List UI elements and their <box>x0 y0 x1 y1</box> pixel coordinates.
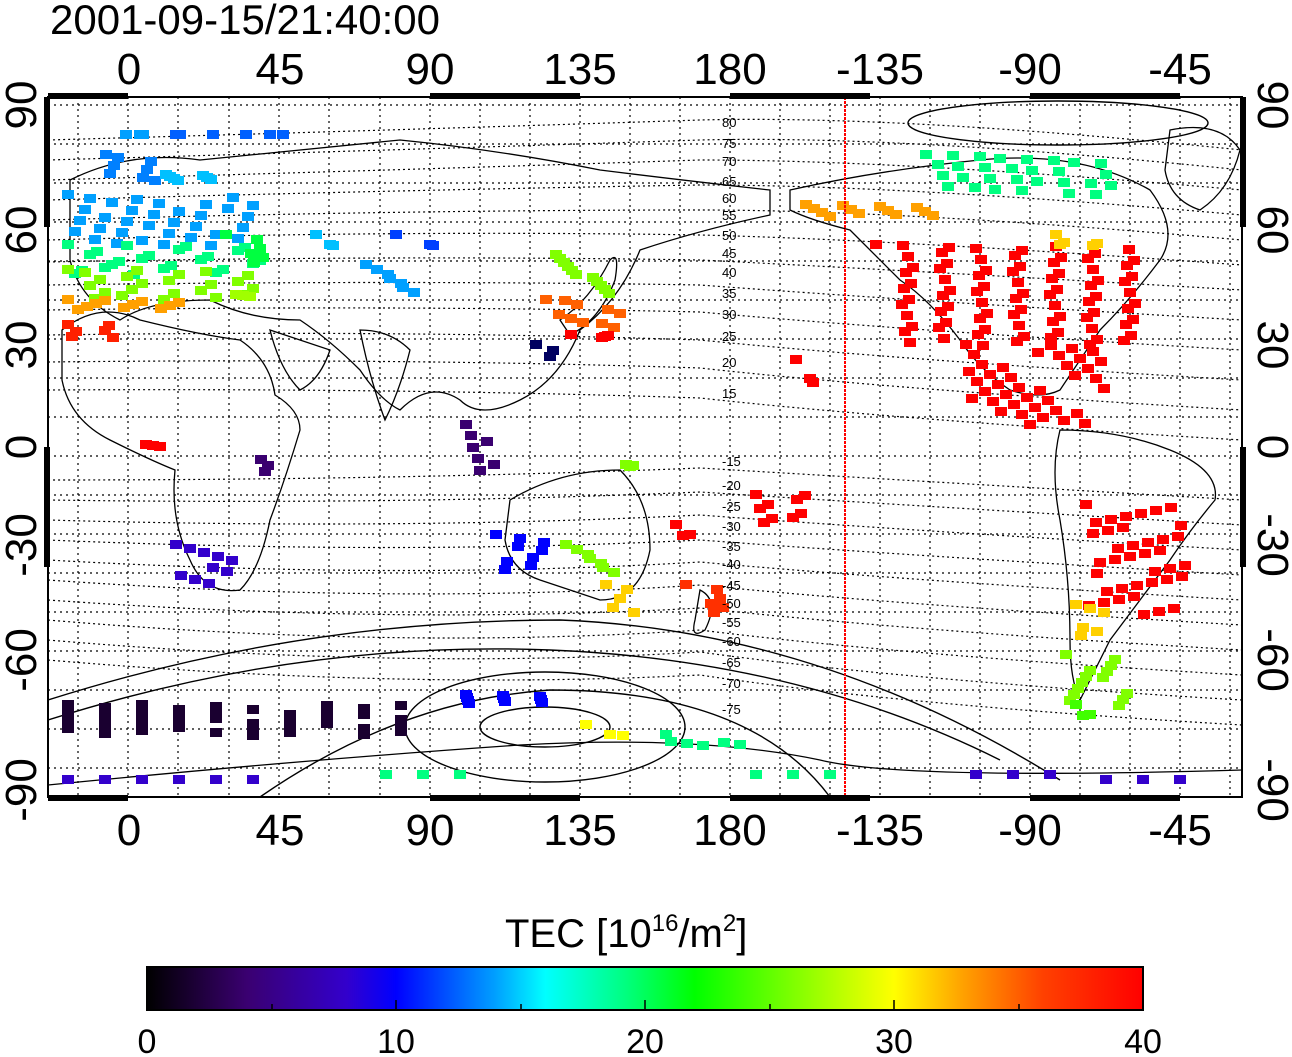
contour-label: 80 <box>722 115 736 130</box>
contour-labels: 80 75 70 65 60 55 50 45 40 35 30 25 20 15 -15 -20 -25 -30… <box>722 115 741 717</box>
contour-label: 55 <box>722 208 736 223</box>
left-lat-label: -30 <box>0 513 46 577</box>
colorbar-title: TEC [1016/m2] <box>505 910 747 956</box>
bottom-lon-label: 135 <box>543 806 616 855</box>
contour-label: 25 <box>722 329 736 344</box>
right-lat-label: 90 <box>1248 81 1292 130</box>
right-lat-label: -30 <box>1248 513 1292 577</box>
right-lat-label: -90 <box>1248 758 1292 822</box>
top-lon-label: 90 <box>406 45 455 94</box>
contour-label: 65 <box>722 174 736 189</box>
left-lat-label: 90 <box>0 81 46 130</box>
contour-label: -15 <box>722 454 741 469</box>
contour-label: 75 <box>722 136 736 151</box>
polar-contours <box>48 100 1209 797</box>
bottom-lon-label: -135 <box>836 806 924 855</box>
bottom-lon-label: 0 <box>117 806 141 855</box>
top-lon-label: 0 <box>117 45 141 94</box>
contour-label: 45 <box>722 246 736 261</box>
colorbar-tick-label: 30 <box>875 1023 913 1057</box>
contour-label: -55 <box>722 615 741 630</box>
contour-label: -45 <box>722 578 741 593</box>
tec-data-points <box>62 130 1191 784</box>
bottom-lon-label: 45 <box>256 806 305 855</box>
contour-label: -50 <box>722 596 741 611</box>
colorbar-tick-label: 40 <box>1124 1023 1162 1057</box>
right-lat-label: -60 <box>1248 628 1292 692</box>
colorbar-tick-label: 20 <box>626 1023 664 1057</box>
bottom-lon-label: -90 <box>998 806 1062 855</box>
top-lon-label: -45 <box>1148 45 1212 94</box>
bottom-lon-label: 180 <box>693 806 766 855</box>
top-lon-label: -90 <box>998 45 1062 94</box>
contour-label: 20 <box>722 355 736 370</box>
colorbar-tick-label: 0 <box>138 1023 157 1057</box>
map-title: 2001-09-15/21:40:00 <box>50 0 440 43</box>
contour-label: -25 <box>722 499 741 514</box>
contour-label: 30 <box>722 307 736 322</box>
contour-label: -60 <box>722 634 741 649</box>
bottom-longitude-labels: 0 45 90 135 180 -135 -90 -45 <box>117 806 1212 855</box>
colorbar-tick-label: 10 <box>377 1023 415 1057</box>
left-latitude-labels: 90 60 30 0 -30 -60 -90 <box>0 81 46 822</box>
top-lon-label: 135 <box>543 45 616 94</box>
right-latitude-labels: 90 60 30 0 -30 -60 -90 <box>1248 81 1292 822</box>
bottom-lon-label: 90 <box>406 806 455 855</box>
colorbar-tick-labels: 0 10 20 30 40 <box>138 1023 1162 1057</box>
contour-label: -40 <box>722 557 741 572</box>
contour-label: 40 <box>722 265 736 280</box>
left-lat-label: -60 <box>0 628 46 692</box>
contour-label: -75 <box>722 702 741 717</box>
contour-label: -30 <box>722 519 741 534</box>
top-longitude-labels: 0 45 90 135 180 -135 -90 -45 <box>117 45 1212 94</box>
left-lat-label: 0 <box>0 435 46 459</box>
left-lat-label: -90 <box>0 758 46 822</box>
right-lat-label: 60 <box>1248 206 1292 255</box>
bottom-lon-label: -45 <box>1148 806 1212 855</box>
right-lat-label: 30 <box>1248 321 1292 370</box>
contour-label: -20 <box>722 478 741 493</box>
contour-label: 50 <box>722 228 736 243</box>
left-lat-label: 60 <box>0 206 46 255</box>
contour-label: -65 <box>722 655 741 670</box>
top-lon-label: 180 <box>693 45 766 94</box>
contour-label: 60 <box>722 191 736 206</box>
right-lat-label: 0 <box>1248 435 1292 459</box>
contour-label: 35 <box>722 286 736 301</box>
contour-label: 70 <box>722 154 736 169</box>
contour-label: -70 <box>722 676 741 691</box>
contour-label: 15 <box>722 386 736 401</box>
left-lat-label: 30 <box>0 321 46 370</box>
top-lon-label: -135 <box>836 45 924 94</box>
colorbar-tick-marks <box>271 1000 1020 1010</box>
contour-label: -35 <box>722 539 741 554</box>
frame-ticks <box>44 93 1246 801</box>
top-lon-label: 45 <box>256 45 305 94</box>
